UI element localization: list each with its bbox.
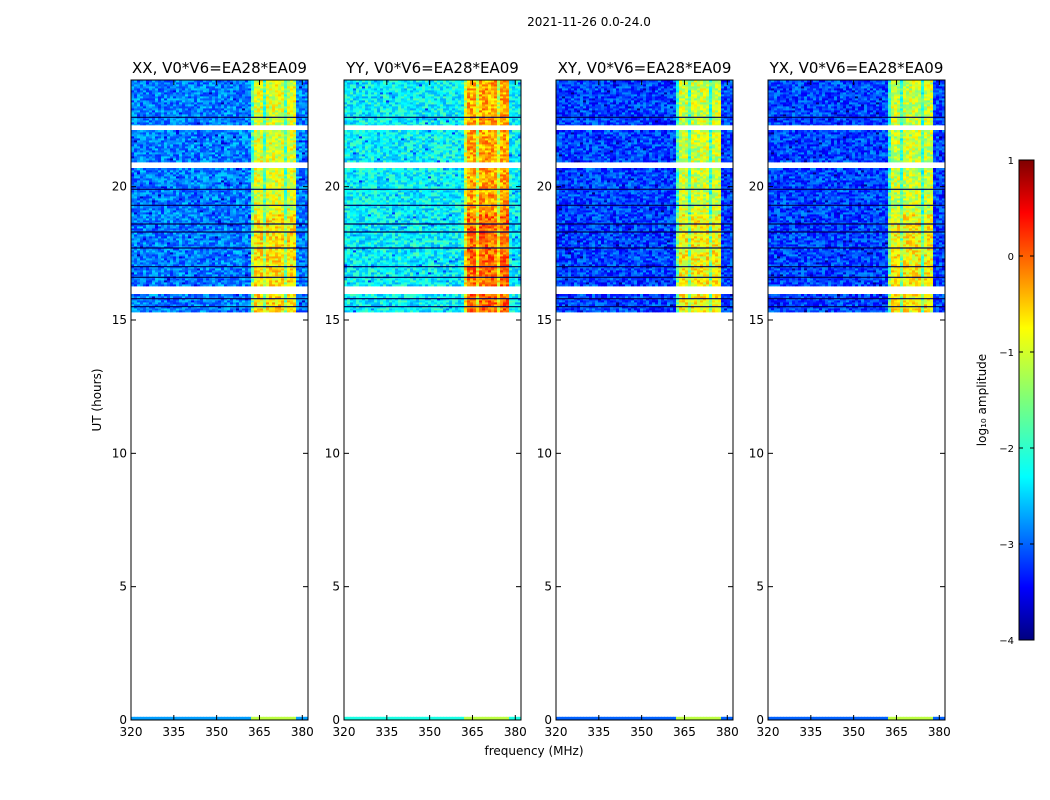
heatmap-cell	[221, 294, 224, 296]
heatmap-cell	[278, 294, 281, 296]
heatmap-cell	[146, 294, 149, 296]
heatmap-cell	[263, 294, 266, 296]
heatmap-cell	[254, 294, 257, 296]
heatmap-cell	[236, 294, 239, 296]
heatmap-cell	[206, 294, 209, 296]
heatmap-cell	[131, 294, 134, 296]
heatmap-cell	[257, 294, 260, 296]
heatmap-cell	[269, 294, 272, 296]
heatmap-cell	[299, 294, 302, 296]
heatmap-cell	[137, 294, 140, 296]
heatmap-cell	[296, 294, 299, 296]
heatmap-cell	[194, 294, 197, 296]
heatmap-cell	[302, 294, 305, 296]
figure: 2021-11-26 0.0-24.0 XX, V0*V6=EA28*EA093…	[0, 0, 1050, 800]
heatmap-cell	[284, 294, 287, 296]
heatmap-cell	[164, 294, 167, 296]
heatmap-cell	[251, 294, 254, 296]
heatmap-cell	[155, 294, 158, 296]
heatmap-cell	[185, 294, 188, 296]
heatmap-cell	[272, 294, 275, 296]
heatmap-cell	[230, 294, 233, 296]
heatmap-cell	[188, 294, 191, 296]
heatmap-cell	[173, 294, 176, 296]
figure-title: 2021-11-26 0.0-24.0	[527, 15, 651, 29]
heatmap-cell	[161, 294, 164, 296]
heatmap-cell	[167, 294, 170, 296]
heatmap-cell	[203, 294, 206, 296]
heatmap-cell	[215, 294, 218, 296]
heatmap-cell	[275, 294, 278, 296]
heatmap-cell	[170, 294, 173, 296]
heatmap-cell	[266, 294, 269, 296]
heatmap-cell	[248, 294, 251, 296]
heatmap-cell	[293, 294, 296, 296]
heatmap-cell	[239, 294, 242, 296]
heatmap-cell	[224, 294, 227, 296]
heatmap-cell	[218, 294, 221, 296]
heatmap-cell	[158, 294, 161, 296]
heatmap-cell	[209, 294, 212, 296]
heatmap-cell	[140, 294, 143, 296]
heatmap-cell	[179, 294, 182, 296]
heatmap-cell	[197, 294, 200, 296]
heatmap-cell	[212, 294, 215, 296]
heatmap-cell	[281, 294, 284, 296]
heatmap-cell	[233, 294, 236, 296]
heatmap-cell	[176, 294, 179, 296]
heatmap-cell	[242, 294, 245, 296]
heatmap-cell	[182, 294, 185, 296]
heatmap-cell	[290, 294, 293, 296]
heatmap-cell	[149, 294, 152, 296]
heatmap-cell	[227, 294, 230, 296]
heatmap-cell	[134, 294, 137, 296]
heatmap-cell	[191, 294, 194, 296]
heatmap-cell	[260, 294, 263, 296]
heatmap-cell	[287, 294, 290, 296]
spectrogram-image	[131, 80, 308, 720]
heatmap-cell	[143, 294, 146, 296]
heatmap-cell	[152, 294, 155, 296]
heatmap-cell	[245, 294, 248, 296]
heatmap-cell	[200, 294, 203, 296]
